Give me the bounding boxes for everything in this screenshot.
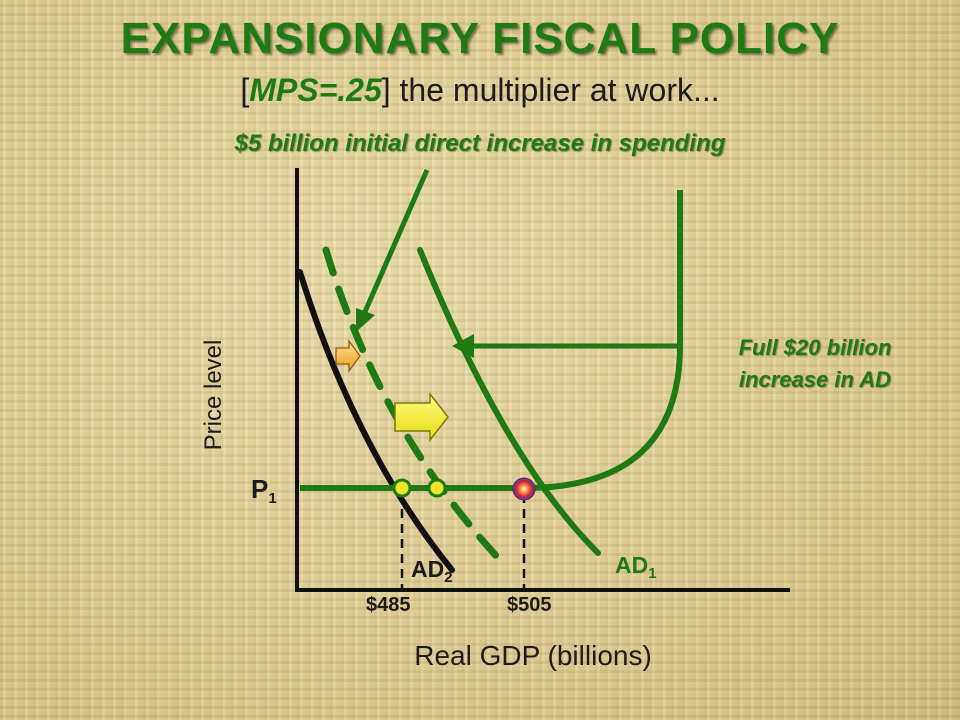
x-axis-label: Real GDP (billions) <box>414 640 652 671</box>
price-level-line <box>300 190 683 491</box>
subtitle-rest: ] the multiplier at work... <box>381 72 720 108</box>
large-shift-arrow <box>394 391 449 443</box>
mps-value: MPS=.25 <box>249 72 382 108</box>
price-level-letter: P <box>251 474 269 504</box>
small-shift-arrow <box>335 339 361 373</box>
ad2-label-subscript: 2 <box>444 569 453 586</box>
price-level-label: P1 <box>251 474 277 507</box>
ad1-equilibrium-point <box>512 477 536 501</box>
full-increase-arrowhead <box>452 334 474 358</box>
initial-increase-arrow-shaft <box>361 168 430 316</box>
intermediate-point <box>427 478 447 498</box>
full-increase-line-2: increase in AD <box>738 367 892 392</box>
full-increase-annotation: Full $20 billion increase in AD <box>690 332 940 396</box>
gdp-tick-485: $485 <box>366 594 411 616</box>
subtitle-open-bracket: [ <box>240 72 250 108</box>
ad2-label: AD2 <box>411 556 453 586</box>
ad2-label-text: AD <box>411 556 445 582</box>
ad2-equilibrium-point <box>392 478 412 498</box>
ad1-label-text: AD <box>615 552 649 578</box>
initial-increase-arrowhead <box>356 308 375 332</box>
ad2-curve <box>297 269 455 573</box>
ad1-label: AD1 <box>615 552 657 582</box>
ad1-curve <box>417 247 601 556</box>
gdp-tick-505: $505 <box>507 594 552 616</box>
initial-increase-annotation: $5 billion initial direct increase in sp… <box>234 130 726 157</box>
price-level-subscript: 1 <box>268 490 277 507</box>
full-increase-line-1: Full $20 billion <box>738 335 892 360</box>
slide-title: EXPANSIONARY FISCAL POLICY <box>120 14 840 63</box>
y-axis-label: Price level <box>200 339 227 451</box>
ad1-label-subscript: 1 <box>648 565 657 582</box>
slide-subtitle: [MPS=.25] the multiplier at work... <box>0 72 960 109</box>
